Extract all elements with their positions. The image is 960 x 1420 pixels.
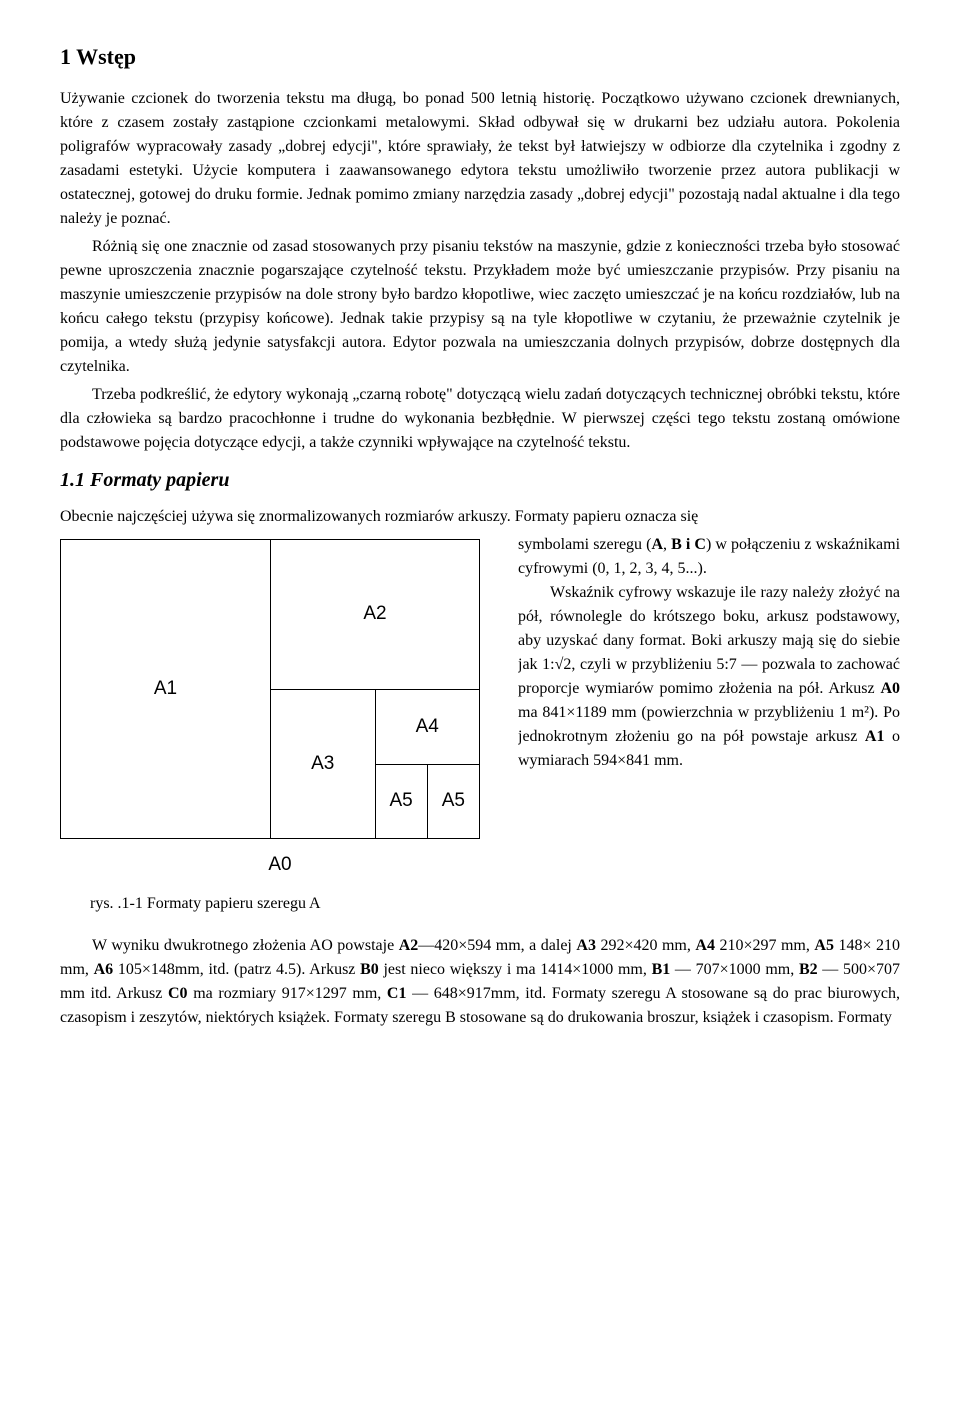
a5-cell-left: A5: [375, 764, 427, 839]
a3-cell: A3: [270, 689, 375, 838]
wrapped-text: symbolami szeregu (A, B i C) w połączeni…: [518, 533, 900, 773]
paragraph-1: Używanie czcionek do tworzenia tekstu ma…: [60, 87, 900, 231]
figure-paper-formats: A1 A2 A3 A4 A5 A5 A0 rys. .1-1 Formaty p…: [60, 539, 500, 916]
a2-cell: A2: [270, 540, 479, 689]
paragraph-5: W wyniku dwukrotnego złożenia AO powstaj…: [60, 934, 900, 1030]
figure-caption: rys. .1-1 Formaty papieru szeregu A: [90, 892, 500, 916]
a0-label: A0: [60, 851, 500, 880]
paper-diagram: A1 A2 A3 A4 A5 A5: [60, 539, 480, 839]
paragraph-2: Różnią się one znacznie od zasad stosowa…: [60, 235, 900, 379]
side-para-2: Wskaźnik cyfrowy wskazuje ile razy należ…: [518, 581, 900, 773]
subsection-heading: 1.1 Formaty papieru: [60, 465, 900, 495]
a1-cell: A1: [61, 540, 270, 838]
side-para-1: symbolami szeregu (A, B i C) w połączeni…: [518, 533, 900, 581]
a4-cell: A4: [375, 689, 480, 764]
a5-cell-right: A5: [427, 764, 479, 839]
section-heading: 1 Wstęp: [60, 40, 900, 73]
paragraph-3: Trzeba podkreślić, że edytory wykonają „…: [60, 383, 900, 455]
paragraph-4-lead: Obecnie najczęściej używa się znormalizo…: [60, 505, 900, 529]
